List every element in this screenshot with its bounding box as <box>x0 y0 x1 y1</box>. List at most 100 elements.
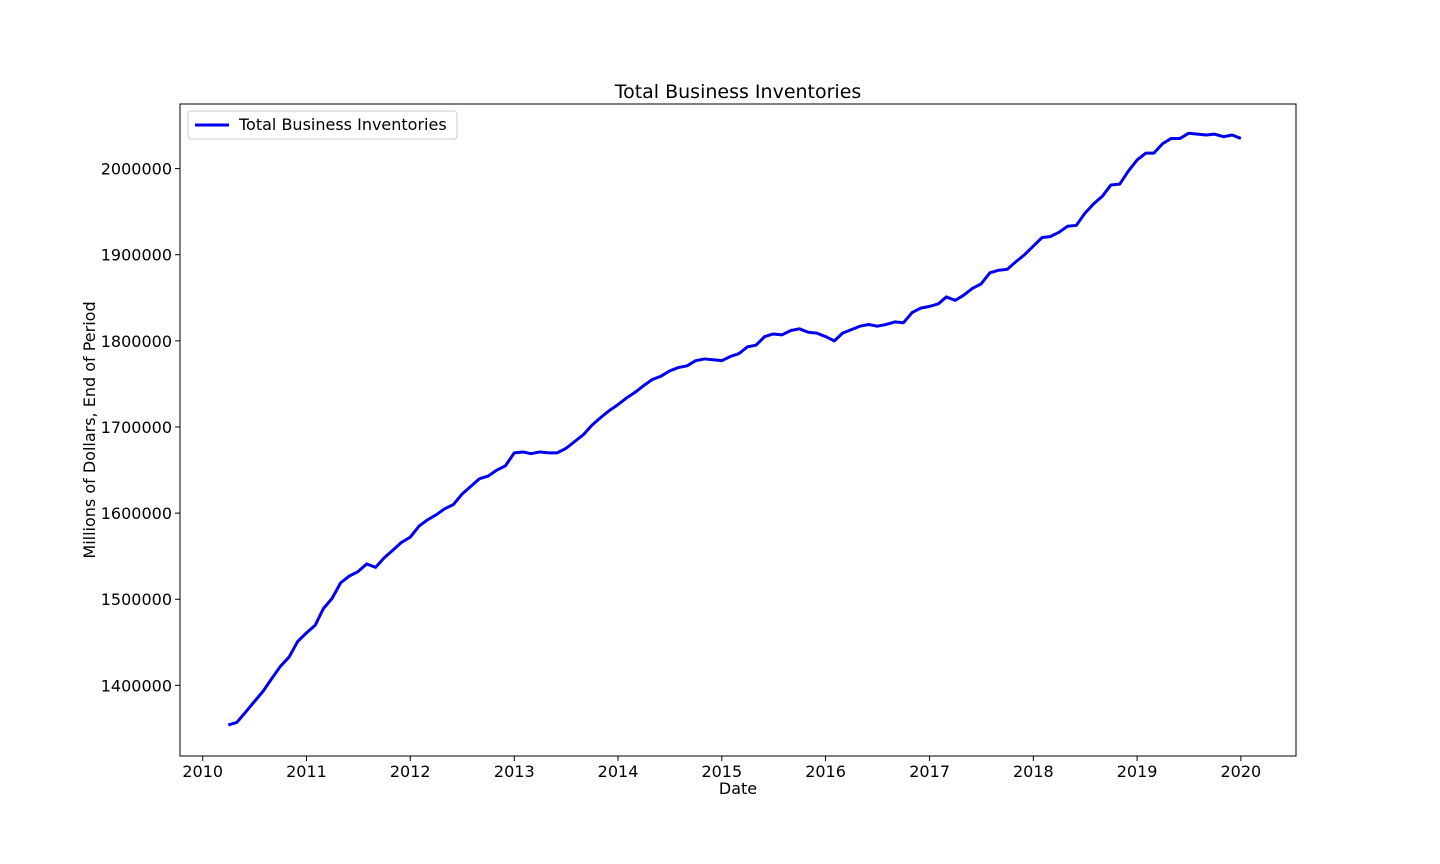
data-point <box>988 271 991 274</box>
data-point <box>487 475 490 478</box>
data-point <box>296 640 299 643</box>
x-tick-label: 2011 <box>286 762 327 781</box>
data-point <box>400 541 403 544</box>
data-point <box>383 556 386 559</box>
data-point <box>348 574 351 577</box>
data-point <box>460 493 463 496</box>
data-point <box>409 536 412 539</box>
data-point <box>729 355 732 358</box>
data-point <box>1127 170 1130 173</box>
data-point <box>469 485 472 488</box>
data-point <box>1144 152 1147 155</box>
x-tick-label: 2020 <box>1220 762 1261 781</box>
data-point <box>1015 260 1018 263</box>
data-point <box>1032 245 1035 248</box>
data-point <box>1075 224 1078 227</box>
data-point <box>253 700 256 703</box>
data-point <box>617 403 620 406</box>
data-point <box>833 339 836 342</box>
data-point <box>962 294 965 297</box>
data-point <box>937 302 940 305</box>
data-point <box>435 513 438 516</box>
data-point <box>331 597 334 600</box>
data-point <box>365 562 368 565</box>
data-point <box>538 450 541 453</box>
data-point <box>911 311 914 314</box>
data-point <box>426 519 429 522</box>
x-tick-label: 2016 <box>805 762 846 781</box>
data-point <box>495 469 498 472</box>
data-point <box>590 424 593 427</box>
data-point <box>1092 202 1095 205</box>
data-point <box>686 364 689 367</box>
data-point <box>452 503 455 506</box>
data-point <box>1066 225 1069 228</box>
data-point <box>314 624 317 627</box>
data-point <box>824 335 827 338</box>
data-point <box>608 409 611 412</box>
data-point <box>980 283 983 286</box>
data-point <box>1239 137 1242 140</box>
data-point <box>642 384 645 387</box>
x-tick-label: 2017 <box>909 762 950 781</box>
data-point <box>867 323 870 326</box>
data-point <box>582 433 585 436</box>
data-point <box>659 375 662 378</box>
data-point <box>971 287 974 290</box>
data-point <box>288 655 291 658</box>
x-tick-label: 2010 <box>182 762 223 781</box>
data-point <box>1136 158 1139 161</box>
legend-entry-total-business-inventories: Total Business Inventories <box>238 115 447 134</box>
data-point <box>841 332 844 335</box>
x-tick-label: 2019 <box>1117 762 1158 781</box>
data-point <box>798 327 801 330</box>
data-point <box>1118 183 1121 186</box>
data-point <box>244 711 247 714</box>
data-point <box>694 359 697 362</box>
data-point <box>1222 135 1225 138</box>
data-point <box>1231 134 1234 137</box>
axes-frame <box>179 103 1297 757</box>
x-tick-label: 2018 <box>1013 762 1054 781</box>
data-point <box>513 451 516 454</box>
data-point <box>781 333 784 336</box>
data-point <box>1170 137 1173 140</box>
data-point <box>919 307 922 310</box>
x-tick-label: 2012 <box>390 762 431 781</box>
data-point <box>478 477 481 480</box>
data-point <box>305 631 308 634</box>
data-point <box>737 352 740 355</box>
data-point <box>954 299 957 302</box>
data-point <box>530 452 533 455</box>
legend-box <box>187 110 458 140</box>
data-point <box>720 359 723 362</box>
y-tick-label: 1800000 <box>101 332 172 351</box>
data-point <box>668 370 671 373</box>
data-point <box>573 440 576 443</box>
data-point <box>356 570 359 573</box>
data-point <box>227 723 230 726</box>
data-point <box>893 320 896 323</box>
data-point <box>850 328 853 331</box>
y-tick-label: 1400000 <box>101 676 172 695</box>
data-point <box>1205 134 1208 137</box>
data-point <box>711 358 714 361</box>
data-point <box>1196 133 1199 136</box>
data-point <box>547 451 550 454</box>
plot-area <box>179 103 1297 757</box>
legend: Total Business Inventories <box>187 110 458 140</box>
y-tick-label: 1900000 <box>101 246 172 265</box>
data-point <box>1057 231 1060 234</box>
data-point <box>564 447 567 450</box>
data-point <box>339 581 342 584</box>
x-axis-label: Date <box>719 779 757 798</box>
data-point <box>322 607 325 610</box>
y-tick-label: 1500000 <box>101 590 172 609</box>
data-point <box>858 325 861 328</box>
data-point <box>945 295 948 298</box>
data-point <box>772 332 775 335</box>
data-point <box>1187 132 1190 135</box>
data-point <box>928 305 931 308</box>
data-point <box>876 325 879 328</box>
